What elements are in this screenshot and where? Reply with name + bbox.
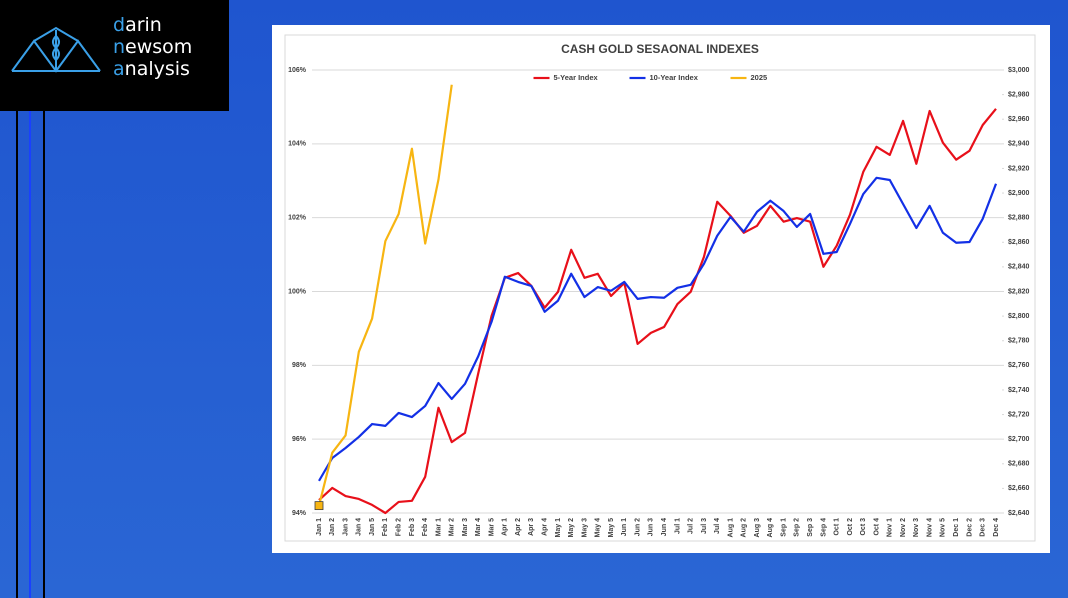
x-tick-label: Aug 4 (767, 518, 774, 538)
series-line (317, 84, 453, 506)
x-tick-label: May 5 (608, 518, 615, 538)
logo-line: newsom (113, 36, 193, 58)
y2-tick-label: $2,760 (1008, 362, 1030, 369)
x-tick-label: Jan 3 (342, 518, 349, 536)
x-tick-label: Feb 1 (382, 518, 389, 536)
legend-label: 10-Year Index (650, 73, 699, 82)
y2-tick-label: $2,960 (1008, 116, 1030, 123)
y2-tick-label: $2,940 (1008, 141, 1030, 148)
y2-tick-label: $2,720 (1008, 411, 1030, 418)
x-tick-label: Aug 2 (741, 518, 748, 538)
y2-tick-label: $2,640 (1008, 510, 1030, 517)
y-tick-label: 100% (288, 288, 307, 295)
x-tick-label: Jun 4 (661, 518, 668, 536)
x-tick-label: Nov 4 (926, 518, 933, 537)
x-tick-label: Dec 3 (980, 518, 987, 537)
logo-line: analysis (113, 58, 190, 80)
x-tick-label: Feb 2 (395, 518, 402, 536)
x-tick-label: Oct 1 (834, 518, 841, 536)
x-tick-label: Jun 2 (634, 518, 641, 536)
x-tick-label: Sep 2 (794, 518, 801, 537)
plot-border (284, 34, 1036, 542)
y2-tick-label: $2,780 (1008, 338, 1030, 345)
x-tick-label: Mar 3 (462, 518, 469, 536)
x-tick-label: Nov 5 (940, 518, 947, 537)
y2-tick-label: $2,860 (1008, 239, 1030, 246)
y2-tick-label: $2,880 (1008, 215, 1030, 222)
x-tick-label: Jan 2 (329, 518, 336, 536)
x-tick-label: Oct 3 (860, 518, 867, 536)
y2-tick-label: $3,000 (1008, 67, 1030, 74)
y2-tick-label: $2,840 (1008, 264, 1030, 271)
x-tick-label: Jan 5 (369, 518, 376, 536)
point-marker (314, 501, 324, 511)
x-tick-label: Apr 2 (515, 518, 522, 536)
x-tick-label: Apr 1 (502, 518, 509, 536)
logo: darin newsom analysis (0, 0, 229, 111)
chart-background (272, 25, 1050, 553)
y2-tick-label: $2,700 (1008, 436, 1030, 443)
x-tick-label: Oct 4 (873, 518, 880, 536)
y-tick-label: 106% (288, 67, 307, 74)
logo-text: darin newsom analysis (113, 14, 192, 80)
x-tick-label: Jul 1 (674, 518, 681, 534)
y2-tick-label: $2,900 (1008, 190, 1030, 197)
chart-title: CASH GOLD SESAONAL INDEXES (561, 42, 759, 56)
x-tick-label: Dec 4 (993, 518, 1000, 537)
y-tick-label: 94% (292, 510, 307, 517)
x-tick-label: Mar 4 (475, 518, 482, 536)
x-tick-label: Mar 2 (449, 518, 456, 536)
logo-line: darin (113, 14, 162, 36)
x-tick-label: Apr 4 (542, 518, 549, 536)
x-tick-label: May 2 (568, 518, 575, 538)
x-tick-label: Feb 3 (409, 518, 416, 536)
x-tick-label: Dec 1 (953, 518, 960, 537)
x-tick-label: Sep 1 (780, 518, 787, 537)
y-tick-label: 98% (292, 362, 307, 369)
x-tick-label: Jun 3 (648, 518, 655, 536)
x-tick-label: Jan 1 (316, 518, 323, 536)
x-tick-label: Nov 3 (913, 518, 920, 537)
x-tick-label: Nov 1 (887, 518, 894, 537)
x-tick-label: May 3 (581, 518, 588, 538)
x-tick-label: Sep 4 (820, 518, 827, 537)
x-tick-label: Sep 3 (807, 518, 814, 537)
y2-tick-label: $2,660 (1008, 485, 1030, 492)
x-tick-label: Mar 5 (488, 518, 495, 536)
x-tick-label: Mar 1 (435, 518, 442, 536)
x-tick-label: Jun 1 (621, 518, 628, 536)
series-line (318, 108, 997, 515)
x-tick-label: May 4 (595, 518, 602, 538)
y-tick-label: 104% (288, 141, 307, 148)
y2-tick-label: $2,680 (1008, 461, 1030, 468)
x-tick-label: Nov 2 (900, 518, 907, 537)
x-tick-label: Feb 4 (422, 518, 429, 536)
legend-label: 5-Year Index (554, 73, 599, 82)
x-tick-label: Jul 2 (688, 518, 695, 534)
x-tick-label: Aug 3 (754, 518, 761, 538)
x-tick-label: Dec 2 (966, 518, 973, 537)
y2-tick-label: $2,820 (1008, 288, 1030, 295)
y2-tick-label: $2,980 (1008, 91, 1030, 98)
x-tick-label: May 1 (555, 518, 562, 538)
y2-tick-label: $2,740 (1008, 387, 1030, 394)
series-line (318, 176, 998, 482)
y-tick-label: 102% (288, 215, 307, 222)
x-tick-label: Jul 4 (714, 518, 721, 534)
legend-label: 2025 (751, 73, 768, 82)
x-tick-label: Jul 3 (701, 518, 708, 534)
y-tick-label: 96% (292, 436, 307, 443)
x-tick-label: Jan 4 (356, 518, 363, 536)
x-tick-label: Aug 1 (727, 518, 734, 538)
x-tick-label: Oct 2 (847, 518, 854, 536)
y2-tick-label: $2,800 (1008, 313, 1030, 320)
y2-tick-label: $2,920 (1008, 165, 1030, 172)
logo-icon (11, 26, 101, 73)
x-tick-label: Apr 3 (528, 518, 535, 536)
